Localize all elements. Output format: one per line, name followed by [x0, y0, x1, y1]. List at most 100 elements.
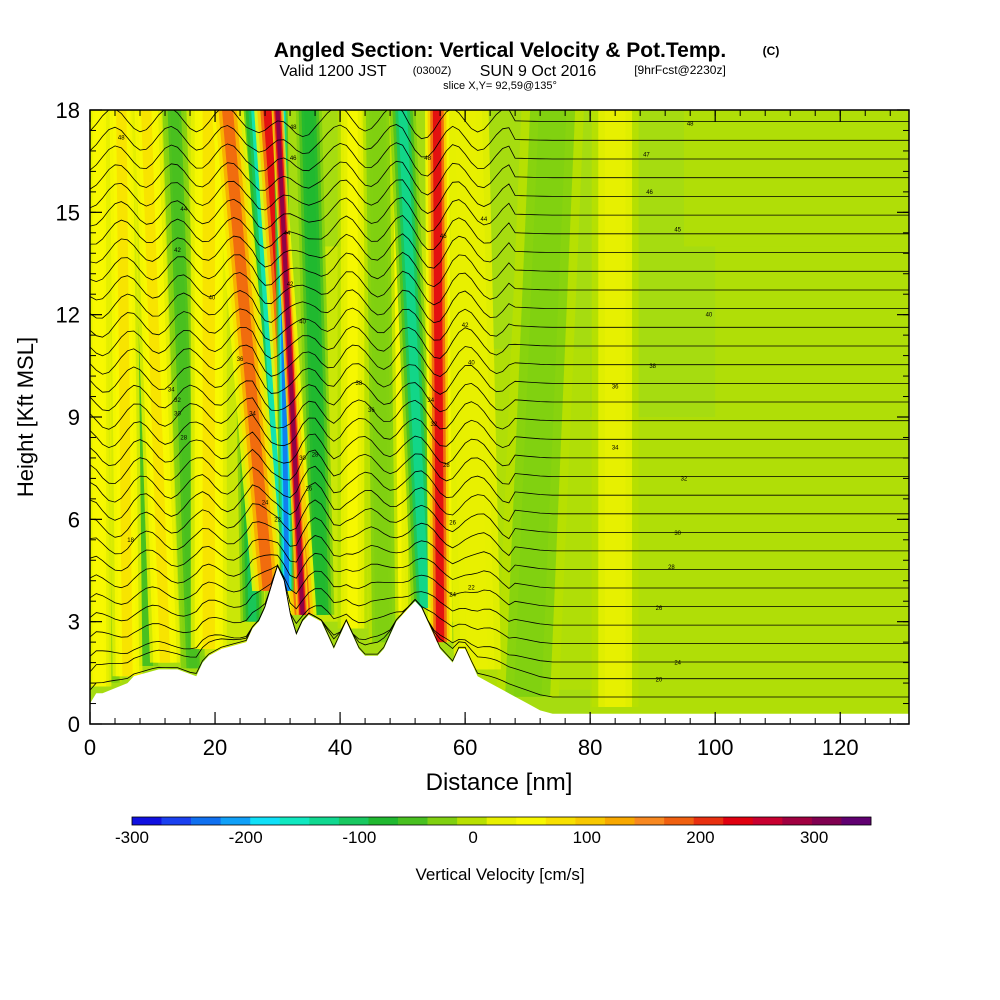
isentrope-line: [90, 414, 909, 449]
valid-time: Valid 1200 JST: [279, 63, 387, 80]
isentrope-label: 47: [643, 152, 650, 158]
isentrope-label: 40: [706, 313, 713, 319]
isentrope-line: [90, 431, 909, 467]
y-tick-label: 12: [56, 303, 80, 328]
isentrope-label: 48: [290, 125, 297, 131]
isentrope-label: 36: [612, 384, 619, 390]
isentrope-line: [90, 535, 909, 573]
isentrope-line: [90, 110, 909, 140]
colorbar-tick-label: 0: [468, 828, 477, 847]
colorbar-swatch: [368, 817, 399, 825]
isentrope-line: [90, 307, 909, 342]
x-tick-label: 40: [328, 735, 352, 760]
isentrope-label: 26: [656, 606, 663, 612]
isentrope-line: [90, 362, 909, 395]
isentrope-label: 42: [287, 282, 294, 288]
isentrope-label: 24: [262, 500, 269, 506]
velocity-band: [116, 110, 133, 677]
isentrope-line: [90, 564, 909, 680]
colorbar-swatch: [516, 817, 547, 825]
colorbar-swatch: [220, 817, 251, 825]
colorbar-swatch: [279, 817, 310, 825]
velocity-band: [222, 110, 274, 591]
isentrope-label: 28: [443, 463, 450, 469]
y-tick-label: 6: [68, 507, 80, 532]
isentrope-line: [90, 499, 909, 540]
terrain: [90, 567, 909, 724]
y-tick-label: 3: [68, 610, 80, 635]
isentrope-line: [90, 564, 909, 607]
colorbar-swatch: [782, 817, 813, 825]
velocity-band: [275, 110, 305, 615]
isentrope-label: 44: [284, 231, 291, 237]
x-tick-label: 100: [697, 735, 734, 760]
valid-utc: (0300Z): [413, 65, 452, 77]
isentrope-line: [90, 289, 909, 324]
x-axis-label: Distance [nm]: [426, 769, 573, 796]
colorbar-swatch: [693, 817, 724, 825]
colorbar-swatch: [191, 817, 221, 825]
velocity-patch: [683, 110, 909, 247]
colorbar-swatch: [634, 817, 665, 825]
isentrope-line: [90, 564, 909, 626]
x-axis-ticks: 0 20 40 60 80 100 120: [84, 110, 891, 760]
isentrope-label: 34: [612, 446, 619, 452]
isentrope-label: 22: [468, 586, 475, 592]
isentrope-label: 38: [649, 364, 656, 370]
plot-area: 48 44 42 40 36 34 32 30 28 18 48 46 44 42 40 34 30 28 26 24…: [90, 110, 909, 724]
colorbar-swatch: [664, 817, 694, 825]
isentrope-label: 34: [249, 412, 256, 418]
velocity-band: [347, 110, 358, 629]
velocity-band: [604, 110, 626, 707]
isentrope-contours: [90, 110, 909, 698]
forecast-tag: [9hrFcst@2230z]: [634, 63, 726, 77]
isentrope-line: [90, 251, 909, 288]
isentrope-line: [90, 482, 909, 522]
velocity-band: [304, 110, 326, 615]
isentrope-line: [90, 179, 909, 214]
valid-date: SUN 9 Oct 2016: [480, 63, 597, 80]
colorbar-tick-label: 200: [686, 828, 714, 847]
isentrope-label: 32: [174, 398, 181, 404]
isentrope-label: 36: [368, 408, 375, 414]
isentrope-line: [90, 564, 909, 698]
colorbar-swatch: [161, 817, 192, 825]
velocity-band: [141, 110, 171, 663]
isentrope-label: 24: [674, 661, 681, 667]
title-main: Angled Section: Vertical Velocity & Pot.…: [274, 39, 726, 62]
y-tick-label: 9: [68, 405, 80, 430]
velocity-band: [170, 110, 198, 669]
isentrope-label: 32: [431, 422, 438, 428]
isentrope-label: 22: [274, 517, 281, 523]
colorbar-swatch: [811, 817, 842, 825]
isentrope-label: 28: [180, 435, 187, 441]
colorbar-swatch: [398, 817, 428, 825]
isentrope-label: 44: [481, 217, 488, 223]
velocity-band: [372, 110, 389, 643]
y-tick-label: 18: [56, 98, 80, 123]
y-axis-label: Height [Kft MSL]: [13, 337, 38, 497]
colorbar-swatch: [427, 817, 458, 825]
isentrope-label: 44: [180, 207, 187, 213]
isentrope-label: 36: [237, 357, 244, 363]
isentrope-label: 45: [674, 227, 681, 233]
velocity-band: [513, 110, 567, 697]
colorbar-label: Vertical Velocity [cm/s]: [415, 865, 584, 884]
isentrope-label: 30: [674, 531, 681, 537]
isentrope-line: [90, 397, 909, 430]
colorbar-swatch: [841, 817, 872, 825]
isentrope-label: 26: [305, 487, 312, 493]
isentrope-label: 42: [462, 323, 469, 329]
colorbar-swatch: [723, 817, 754, 825]
isentrope-line: [90, 142, 909, 177]
isentrope-line: [90, 124, 909, 158]
isentrope-label: 18: [127, 538, 134, 544]
x-tick-label: 60: [453, 735, 477, 760]
colorbar-swatch: [457, 817, 488, 825]
isentrope-label: 40: [299, 319, 306, 325]
isentrope-line: [90, 465, 909, 504]
colorbar-tick-label: 100: [573, 828, 601, 847]
isentrope-line: [90, 344, 909, 378]
isentrope-line: [90, 160, 909, 196]
isentrope-label: 30: [174, 412, 181, 418]
